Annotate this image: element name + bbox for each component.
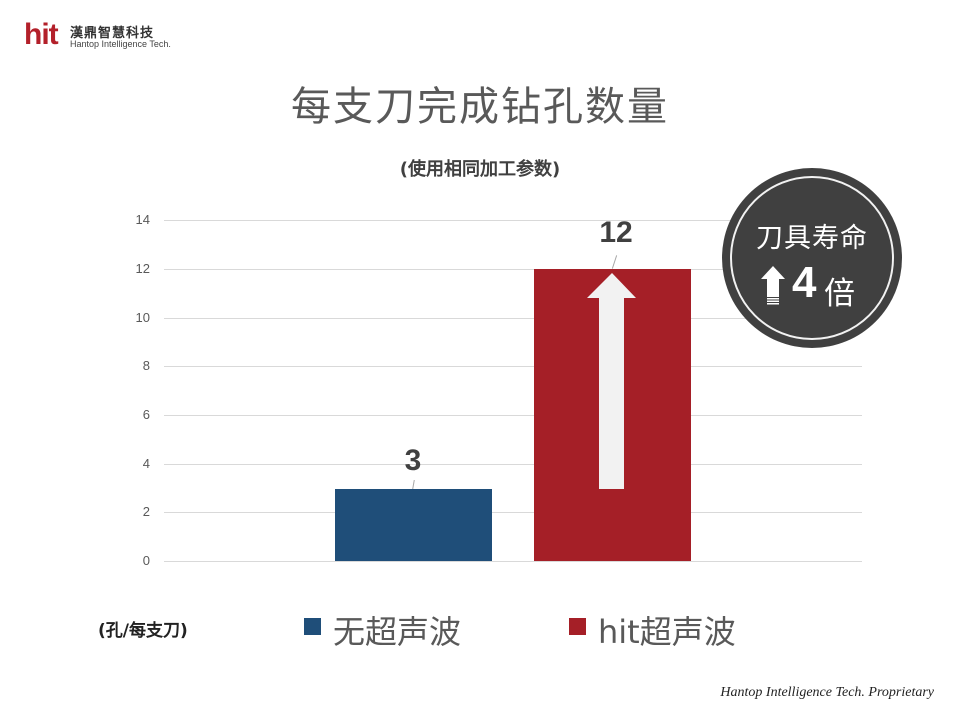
chart-title: 每支刀完成钻孔数量 (291, 84, 669, 130)
gridline (164, 366, 862, 367)
up-arrow-icon (587, 273, 636, 489)
legend-item-hit-ultrasonic: hit超声波 (569, 610, 736, 651)
gridline-baseline (164, 561, 862, 562)
tool-life-badge: 刀具寿命 4 倍 (722, 168, 902, 348)
legend-label: hit超声波 (598, 613, 736, 651)
up-arrow-icon (761, 266, 785, 305)
gridline (164, 318, 862, 319)
gridline (164, 415, 862, 416)
bar-no-ultrasonic (335, 489, 492, 561)
badge-suffix: 倍 (824, 276, 855, 312)
data-label-no-ultrasonic: 3 (404, 444, 422, 477)
badge-multiplier: 4 (792, 258, 817, 307)
legend-swatch (569, 617, 586, 635)
gridline (164, 220, 862, 221)
y-tick: 8 (142, 358, 150, 373)
badge-ring (730, 176, 894, 340)
leader-line (611, 255, 618, 269)
company-logo: hit 漢鼎智慧科技 Hantop Intelligence Tech. (24, 18, 171, 54)
y-axis-unit-label: (孔/每支刀) (98, 621, 188, 641)
legend-swatch (304, 617, 321, 635)
y-tick: 14 (135, 212, 150, 227)
chart-subtitle: (使用相同加工参数) (399, 159, 561, 180)
logo-company-en: Hantop Intelligence Tech. (70, 39, 171, 49)
data-label-hit-ultrasonic: 12 (599, 216, 633, 249)
logo-company-cn: 漢鼎智慧科技 (70, 26, 155, 41)
logo-brand-text: hit (24, 18, 59, 51)
legend-item-no-ultrasonic: 无超声波 (304, 610, 462, 651)
legend-label: 无超声波 (333, 613, 462, 651)
gridline (164, 512, 862, 513)
y-tick: 10 (135, 310, 150, 325)
badge-title: 刀具寿命 (756, 223, 868, 254)
gridline (164, 269, 862, 270)
y-tick: 2 (142, 504, 150, 519)
y-tick: 12 (135, 261, 150, 276)
y-tick: 4 (142, 456, 150, 471)
y-tick: 6 (142, 407, 150, 422)
y-tick: 0 (142, 553, 150, 568)
leader-line (412, 479, 415, 490)
gridline (164, 464, 862, 465)
footer-proprietary: Hantop Intelligence Tech. Proprietary (720, 685, 934, 700)
